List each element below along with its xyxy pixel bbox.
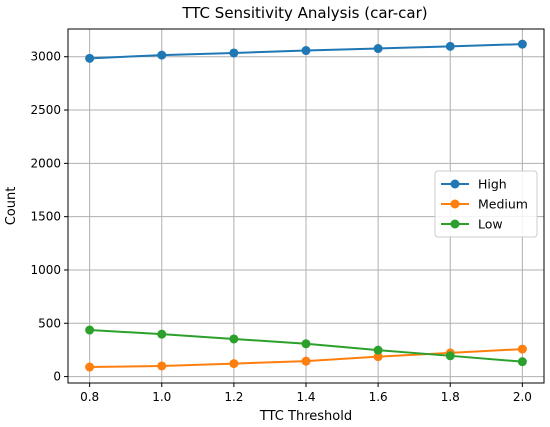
data-point (85, 325, 95, 335)
x-tick-label: 1.2 (224, 390, 243, 404)
x-tick-label: 1.0 (152, 390, 171, 404)
legend-item: Medium (441, 197, 528, 212)
x-tick-label: 1.4 (296, 390, 315, 404)
series-high (85, 39, 527, 63)
data-point (517, 39, 527, 49)
legend-label: Medium (478, 197, 528, 212)
x-axis-label: TTC Threshold (259, 409, 352, 424)
y-axis-label: Count (4, 187, 19, 226)
data-point (157, 50, 167, 60)
y-tick-label: 3000 (30, 50, 61, 64)
y-tick-label: 0 (53, 370, 61, 384)
data-point (229, 48, 239, 58)
legend-marker (450, 179, 460, 189)
data-point (301, 46, 311, 56)
data-point (445, 351, 455, 361)
data-point (85, 362, 95, 372)
x-tick-label: 0.8 (80, 390, 99, 404)
data-point (517, 344, 527, 354)
legend-item: High (441, 177, 507, 192)
y-tick-label: 1000 (30, 263, 61, 277)
y-tick-label: 500 (38, 316, 61, 330)
data-point (301, 339, 311, 349)
data-point (301, 356, 311, 366)
y-tick-label: 1500 (30, 210, 61, 224)
data-point (229, 359, 239, 369)
y-tick-label: 2500 (30, 103, 61, 117)
data-point (445, 41, 455, 51)
axis-ticks: 0.8 1.0 1.2 1.4 1.6 1.8 2.0 0 500 1000 1500 2000 250… (30, 50, 531, 404)
legend-label: High (478, 177, 507, 192)
legend-item: Low (441, 217, 503, 232)
data-point (229, 334, 239, 344)
data-point (517, 357, 527, 367)
legend-box (434, 170, 538, 238)
data-point (157, 361, 167, 371)
x-tick-label: 1.6 (369, 390, 388, 404)
legend: High Medium Low (434, 170, 538, 238)
series-low (85, 325, 527, 367)
data-point (157, 329, 167, 339)
x-tick-label: 1.8 (441, 390, 460, 404)
legend-label: Low (478, 217, 503, 232)
series-layer (85, 39, 527, 372)
data-point (85, 53, 95, 63)
data-point (373, 345, 383, 355)
data-point (373, 44, 383, 54)
y-tick-label: 2000 (30, 156, 61, 170)
x-tick-label: 2.0 (513, 390, 532, 404)
data-point (373, 352, 383, 362)
legend-marker (450, 199, 460, 209)
chart-title: TTC Sensitivity Analysis (car-car) (181, 4, 427, 22)
legend-marker (450, 219, 460, 229)
